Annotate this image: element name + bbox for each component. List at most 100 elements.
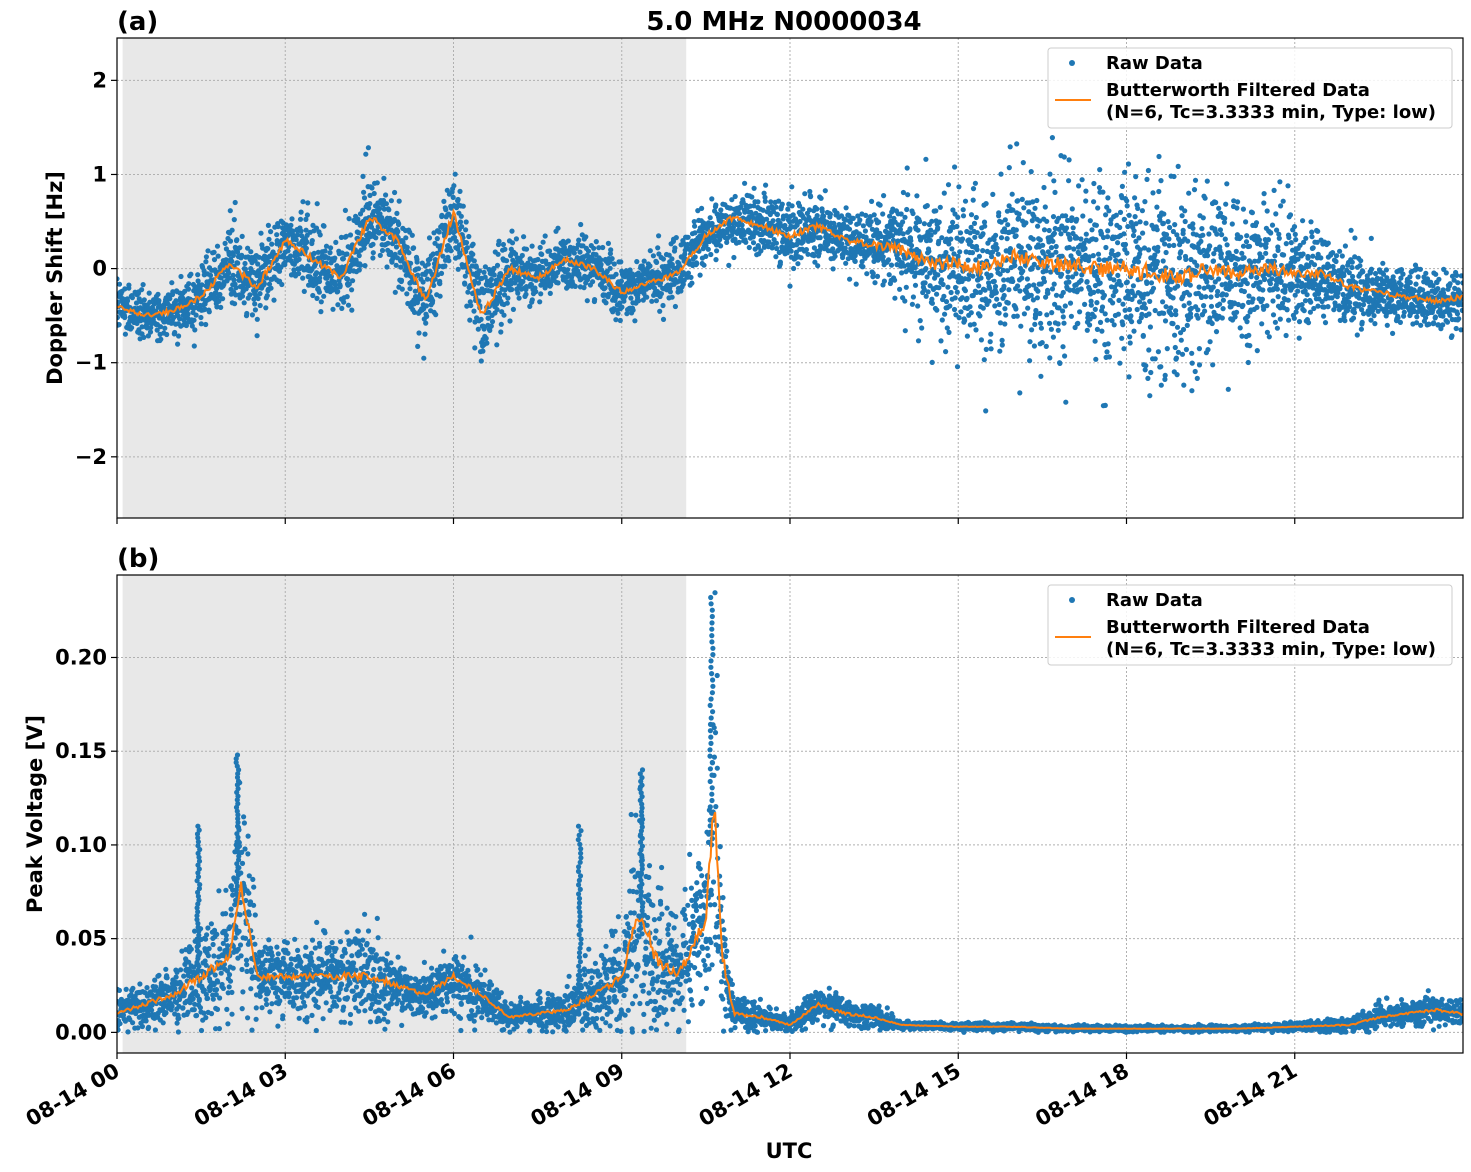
raw-data-point (607, 251, 614, 257)
raw-data-point (773, 240, 780, 246)
raw-data-point (912, 282, 919, 288)
raw-data-point (482, 274, 488, 280)
raw-data-point (1051, 230, 1057, 236)
raw-data-point (1024, 276, 1030, 282)
raw-data-point (1264, 208, 1270, 214)
panel-a-raw-points (117, 108, 1463, 414)
raw-data-point (709, 196, 715, 202)
raw-data-point (762, 194, 768, 200)
raw-data-point (1301, 308, 1307, 314)
raw-data-point (457, 219, 464, 225)
raw-data-point (1122, 241, 1129, 248)
raw-data-point (982, 287, 988, 293)
raw-data-point (584, 298, 590, 304)
raw-data-point (1095, 251, 1102, 257)
raw-data-point (1052, 301, 1058, 307)
raw-data-point (976, 253, 983, 259)
raw-data-point (1113, 212, 1119, 218)
raw-data-point (731, 254, 737, 261)
raw-data-point (935, 225, 941, 231)
raw-data-point (1117, 209, 1124, 215)
raw-data-point (1013, 227, 1019, 233)
raw-data-point (482, 264, 488, 270)
raw-data-point (462, 281, 468, 287)
raw-data-point (215, 253, 221, 259)
raw-data-point (1041, 227, 1048, 233)
raw-data-point (1215, 288, 1221, 295)
raw-data-point (1245, 313, 1251, 319)
raw-data-point (266, 236, 272, 242)
raw-data-point (1026, 209, 1032, 215)
raw-data-point (328, 245, 334, 251)
raw-data-point (1333, 258, 1339, 265)
raw-data-point (384, 264, 390, 270)
raw-data-point (117, 314, 120, 321)
raw-data-point (254, 333, 260, 339)
raw-data-point (673, 235, 679, 241)
raw-data-point (381, 235, 387, 242)
raw-data-point (789, 203, 795, 209)
raw-data-point (660, 256, 667, 262)
raw-data-point (440, 253, 446, 259)
raw-data-point (902, 214, 908, 220)
raw-data-point (1102, 402, 1108, 408)
raw-data-point (1029, 218, 1035, 224)
raw-data-point (636, 298, 642, 304)
raw-data-point (446, 258, 452, 264)
raw-data-point (1156, 188, 1162, 195)
raw-data-point (1319, 298, 1325, 305)
raw-data-point (1006, 287, 1012, 293)
raw-data-point (344, 251, 350, 257)
raw-data-point (974, 289, 980, 295)
raw-data-point (1383, 267, 1389, 273)
raw-data-point (1261, 191, 1267, 197)
raw-data-point (1286, 234, 1292, 241)
raw-data-point (583, 234, 589, 240)
raw-data-point (450, 194, 456, 200)
raw-data-point (943, 349, 949, 355)
raw-data-point (363, 151, 369, 157)
raw-data-point (1218, 255, 1224, 261)
raw-data-point (1143, 220, 1149, 226)
raw-data-point (1082, 245, 1088, 252)
raw-data-point (310, 222, 316, 228)
raw-data-point (915, 338, 922, 344)
raw-data-point (1137, 251, 1143, 257)
raw-data-point (513, 236, 520, 242)
raw-data-point (1087, 322, 1093, 328)
raw-data-point (1021, 311, 1027, 317)
raw-data-point (732, 236, 738, 242)
raw-data-point (488, 323, 494, 329)
raw-data-point (1274, 227, 1280, 233)
raw-data-point (1069, 206, 1075, 212)
raw-data-point (776, 198, 782, 204)
raw-data-point (938, 338, 944, 344)
raw-data-point (1005, 222, 1011, 228)
raw-data-point (965, 276, 972, 282)
raw-data-point (183, 322, 189, 329)
raw-data-point (1108, 221, 1114, 227)
raw-data-point (571, 250, 577, 256)
raw-data-point (230, 252, 236, 258)
raw-data-point (983, 201, 989, 207)
raw-data-point (773, 254, 779, 260)
raw-data-point (1352, 254, 1358, 260)
raw-data-point (1190, 221, 1196, 227)
raw-data-point (370, 241, 376, 247)
raw-data-point (1158, 382, 1164, 388)
raw-data-point (1146, 247, 1152, 253)
raw-data-point (1199, 226, 1205, 232)
raw-data-point (214, 304, 220, 310)
raw-data-point (1085, 311, 1091, 318)
raw-data-point (692, 230, 698, 236)
raw-data-point (300, 199, 306, 205)
raw-data-point (1368, 317, 1374, 323)
raw-data-point (791, 265, 797, 272)
raw-data-point (1106, 354, 1112, 360)
raw-data-point (484, 340, 490, 346)
raw-data-point (1125, 161, 1132, 167)
raw-data-point (941, 293, 947, 299)
raw-data-point (247, 292, 253, 298)
raw-data-point (365, 145, 371, 151)
